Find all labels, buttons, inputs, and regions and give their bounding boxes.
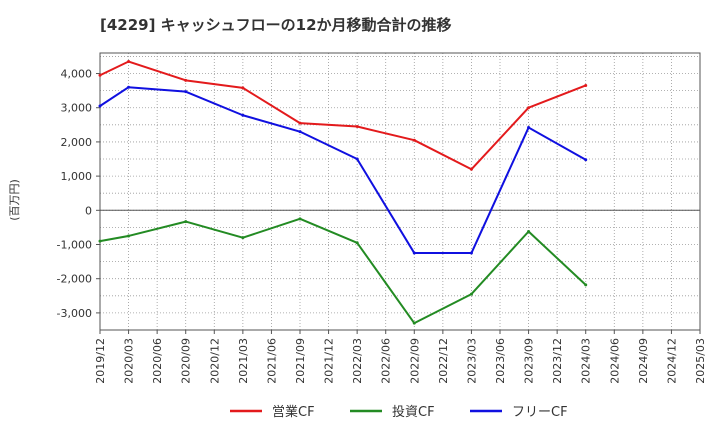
- series-point: [469, 292, 473, 296]
- series-point: [298, 217, 302, 221]
- x-tick-label: 2023/03: [465, 338, 478, 384]
- series-point: [184, 78, 188, 82]
- series-point: [355, 125, 359, 129]
- series-line-3: [99, 86, 587, 255]
- series-line-2: [99, 217, 587, 325]
- series-point: [527, 126, 531, 130]
- series-point: [127, 234, 131, 238]
- legend-label: 投資CF: [392, 404, 435, 420]
- series-point: [527, 230, 531, 234]
- series-line-1: [99, 60, 587, 171]
- x-tick-label: 2021/12: [323, 338, 336, 384]
- series-point: [98, 239, 102, 243]
- x-tick-label: 2021/09: [294, 338, 307, 384]
- series-point: [584, 283, 588, 287]
- legend-label: フリーCF: [512, 405, 568, 420]
- plot-frame: [99, 52, 701, 331]
- series-point: [355, 157, 359, 161]
- series-point: [584, 158, 588, 162]
- grid: [100, 53, 700, 330]
- x-tick-label: 2023/06: [494, 338, 507, 384]
- legend: 営業CF 投資CF フリーCF: [230, 404, 568, 420]
- series-point: [241, 113, 245, 117]
- series-point: [127, 85, 131, 89]
- y-tick-label: -2,000: [57, 273, 92, 286]
- x-tick-label: 2022/06: [380, 338, 393, 384]
- x-tick-label: 2021/03: [237, 338, 250, 384]
- series-point: [469, 251, 473, 255]
- y-tick-label: 0: [85, 204, 92, 217]
- series-point: [184, 90, 188, 94]
- series-point: [412, 138, 416, 142]
- x-tick-label: 2019/12: [94, 338, 107, 384]
- y-axis-label: (百万円): [8, 179, 21, 221]
- x-tick-label: 2024/09: [637, 338, 650, 384]
- series-point: [412, 321, 416, 325]
- x-tick-label: 2023/09: [523, 338, 536, 384]
- y-tick-label: 4,000: [61, 68, 93, 81]
- x-tick-label: 2022/09: [408, 338, 421, 384]
- x-tick-label: 2020/09: [180, 338, 193, 384]
- y-tick-label: -3,000: [57, 307, 92, 320]
- x-tick-label: 2021/06: [265, 338, 278, 384]
- series-point: [298, 121, 302, 125]
- series-point: [241, 86, 245, 90]
- series-point: [298, 130, 302, 134]
- y-tick-label: 3,000: [61, 102, 93, 115]
- series-point: [412, 251, 416, 255]
- axes: 4,000 3,000 2,000 1,000 0 -1,000 -2,000 -3,000 2…: [57, 52, 707, 384]
- series-point: [355, 241, 359, 245]
- series-point: [127, 60, 131, 64]
- x-tick-label: 2025/03: [694, 338, 707, 384]
- y-tick-label: 2,000: [61, 136, 93, 149]
- x-tick-label: 2024/12: [665, 338, 678, 384]
- x-tick-label: 2022/12: [437, 338, 450, 384]
- series-point: [98, 73, 102, 77]
- series-point: [241, 236, 245, 240]
- x-tick-label: 2020/12: [208, 338, 221, 384]
- y-tick-label: 1,000: [61, 170, 93, 183]
- legend-label: 営業CF: [272, 404, 315, 420]
- series-point: [469, 167, 473, 171]
- series-point: [98, 104, 102, 108]
- x-tick-label: 2024/03: [580, 338, 593, 384]
- x-tick-label: 2020/06: [151, 338, 164, 384]
- series-point: [527, 106, 531, 110]
- x-tick-label: 2023/12: [551, 338, 564, 384]
- x-tick-label: 2020/03: [123, 338, 136, 384]
- chart-title: [4229] キャッシュフローの12か月移動合計の推移: [100, 16, 452, 34]
- y-tick-label: -1,000: [57, 239, 92, 252]
- x-tick-label: 2024/06: [608, 338, 621, 384]
- series-point: [184, 220, 188, 224]
- x-tick-label: 2022/03: [351, 338, 364, 384]
- series-lines: [98, 60, 588, 325]
- series-point: [584, 83, 588, 87]
